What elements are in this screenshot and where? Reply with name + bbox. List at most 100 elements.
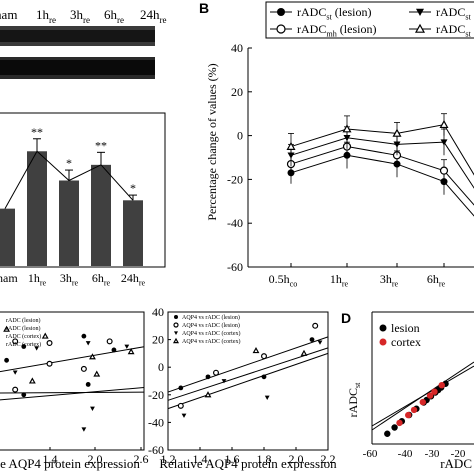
significance-mark: * [130, 181, 136, 195]
legend-label-main: rADC [297, 5, 326, 19]
bar-tick-label: 24hre [121, 271, 146, 288]
scatter-point [264, 395, 270, 400]
x-tick-label-sub: re [342, 280, 349, 289]
point-lesion [384, 430, 391, 437]
blot-lane-label: 6h [104, 7, 118, 22]
bar-tick-label: 6hre [92, 271, 111, 288]
bar [59, 180, 79, 266]
bar-tick-label: 3hre [60, 271, 79, 288]
scatter-point [93, 370, 101, 377]
x-tick-label: 1.2 [161, 452, 176, 466]
bar [0, 208, 15, 266]
legend-label: cortex [391, 335, 421, 349]
line-chart-panel: B rADCst (lesion)rADCmh (lesion)rADCstrA… [199, 0, 474, 289]
x-tick-label: 1hre [330, 272, 349, 289]
data-point [342, 124, 352, 133]
scatter-panels-c: rADC (lesion)rADC (lesion)rADC (cortex)r… [0, 305, 337, 471]
scatter-legend-label: AQP4 vs rADC (lesion) [182, 314, 240, 321]
x-tick-label: -60 [363, 448, 378, 460]
y-axis-label-sub: st [353, 382, 362, 388]
data-point [439, 119, 449, 129]
legend-label-sub: st [326, 13, 332, 22]
scatter-point [41, 332, 49, 339]
y-axis-label: rADCst [346, 382, 362, 417]
legend-label-sub: mh [326, 30, 336, 39]
y-tick-label: -20 [227, 172, 243, 186]
regression-line [0, 346, 145, 373]
scatter-point [261, 353, 268, 360]
y-tick-label: 0 [158, 360, 164, 374]
blot-lane-label: 24h [140, 7, 160, 22]
scatter-point [3, 325, 11, 332]
bar-tick-label-main: 1h [28, 271, 40, 285]
x-tick-label-main: 6h [427, 272, 439, 286]
scatter-point [124, 344, 130, 349]
panel-label-d: D [341, 310, 351, 326]
blot-lane-labels: sham1hre3hre6hre24hre [0, 7, 167, 25]
y-tick-label: -60 [227, 260, 243, 274]
series-line [290, 124, 474, 176]
scatter-point [181, 413, 187, 418]
legend-marker [174, 315, 178, 319]
point-cortex [426, 392, 434, 399]
scatter-point [178, 385, 184, 391]
legend-label: rADCst [436, 22, 472, 39]
x-tick-label: -20 [451, 448, 466, 460]
scatter-frame [0, 311, 145, 451]
y-tick-label: 40 [152, 305, 164, 319]
blot-lane-sub: re [49, 15, 56, 25]
significance-mark: ** [95, 138, 107, 152]
y-tick-label: 40 [231, 41, 243, 55]
regression-line [0, 386, 145, 401]
blot-lane-sub: re [160, 15, 167, 25]
x-tick-label: 1.4 [43, 452, 58, 466]
bar-tick-label: 1hre [28, 271, 47, 288]
scatter-point [12, 386, 19, 393]
y-tick-label: 0 [237, 129, 243, 143]
scatter-point [312, 322, 319, 329]
x-tick-label: 2.0 [289, 452, 304, 466]
x-tick-label: 2.0 [88, 452, 103, 466]
point-cortex [405, 411, 412, 419]
legend-marker [414, 23, 426, 33]
scatter-point [85, 382, 91, 387]
x-tick-label: 3hre [380, 272, 399, 289]
scatter-point [81, 427, 87, 432]
regression-line [371, 365, 474, 427]
bar-chart-panel: sham**1hre*3hre**6hre*24hre [0, 112, 166, 288]
x-axis-label: Relative AQP4 protein expression [159, 456, 337, 471]
significance-mark: * [66, 156, 72, 170]
bar-tick-label-sub: re [104, 279, 111, 288]
x-tick-label-main: 3h [380, 272, 392, 286]
legend-marker [277, 8, 285, 16]
y-tick-label: -60 [148, 443, 164, 457]
data-point [392, 128, 402, 137]
x-tick-label-sub: re [392, 280, 399, 289]
series-line [290, 154, 474, 217]
y-tick-label: -40 [148, 415, 164, 429]
scatter-point [21, 392, 27, 398]
scatter-point [177, 402, 184, 409]
data-point [440, 139, 448, 146]
scatter-point [12, 338, 19, 345]
point-cortex [396, 419, 403, 427]
x-axis-label: rADC [440, 456, 472, 471]
y-tick-label: 20 [152, 333, 164, 347]
x-tick-label: 0.5hco [269, 272, 298, 289]
significance-mark: ** [31, 125, 43, 139]
scatter-legend-label: rADC (lesion) [6, 325, 41, 332]
scatter-point [85, 341, 91, 346]
y-tick-label: 20 [231, 85, 243, 99]
scatter-legend-label: rADC (lesion) [6, 317, 41, 324]
panel-label-b: B [199, 0, 209, 16]
x-tick-label-sub: co [290, 280, 298, 289]
scatter-point [106, 338, 113, 345]
point-cortex [419, 398, 426, 406]
scatter-legend-label: rADC (cortex) [6, 333, 41, 340]
scatter-point [205, 374, 211, 380]
bar-chart-frame [0, 112, 166, 268]
scatter-point [12, 370, 18, 375]
scatter-point [261, 374, 267, 380]
blot-lane-sub: re [117, 15, 124, 25]
